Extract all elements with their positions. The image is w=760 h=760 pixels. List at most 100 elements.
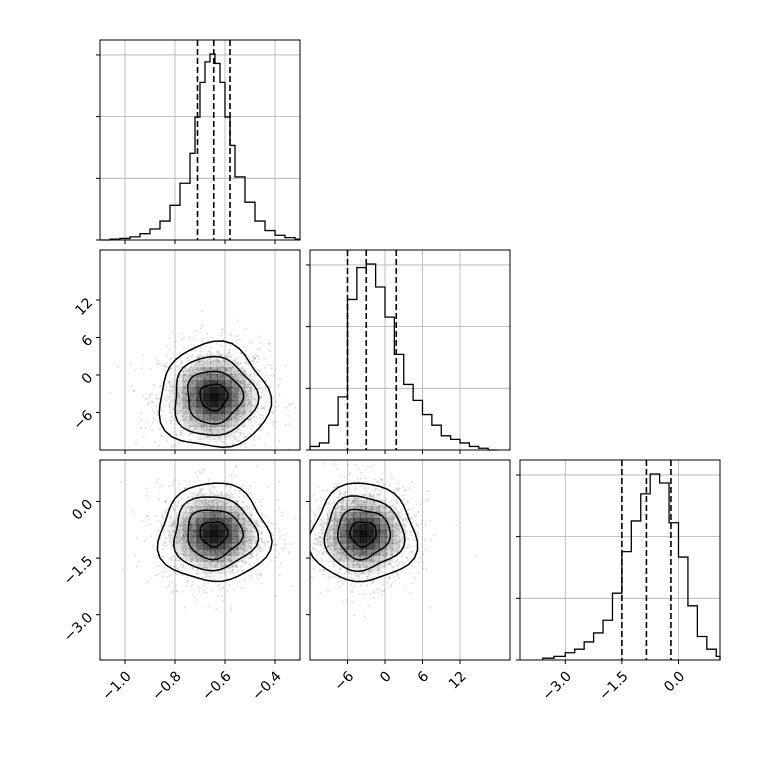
scatter-point [180,552,183,555]
scatter-point [343,515,346,518]
scatter-point [205,502,208,505]
scatter-point [236,530,239,533]
scatter-point [331,528,334,531]
scatter-point [215,375,218,378]
scatter-point [174,373,177,376]
scatter-point [243,521,246,524]
scatter-point [395,572,398,575]
scatter-point [236,546,239,549]
scatter-point [241,367,244,370]
scatter-point [410,518,413,521]
scatter-point [400,530,403,533]
scatter-point [321,526,324,529]
scatter-point [157,564,160,567]
scatter-point [227,493,230,496]
scatter-point [197,375,200,378]
scatter-point [212,561,215,564]
scatter-point [386,537,389,540]
scatter-point [406,501,409,504]
scatter-point [382,553,385,556]
scatter-point [163,541,166,544]
scatter-point [364,615,367,618]
scatter-point [332,527,335,530]
scatter-point [304,518,306,520]
scatter-point [236,408,239,411]
scatter-point [384,522,387,525]
scatter-point [245,519,248,522]
scatter-point [134,369,137,372]
scatter-point [215,342,218,345]
scatter-point [205,418,208,421]
scatter-point [185,549,188,552]
scatter-point [238,527,241,530]
scatter-point [191,354,194,357]
scatter-point [231,384,234,387]
scatter-point [230,492,233,495]
density-cell [230,393,239,401]
density-cell [203,524,211,532]
scatter-point [236,362,239,365]
scatter-point [178,540,181,543]
scatter-point [202,376,205,379]
scatter-point [243,541,246,544]
scatter-point [347,564,350,567]
scatter-point [171,416,174,419]
scatter-point [277,404,280,407]
scatter-point [194,427,197,430]
scatter-point [197,356,200,359]
scatter-point [223,413,226,416]
scatter-point [253,358,256,361]
scatter-point [237,334,240,337]
scatter-point [234,416,237,419]
scatter-point [323,546,326,549]
scatter-point [222,551,225,554]
scatter-point [227,363,230,366]
scatter-point [381,536,384,539]
scatter-point [224,563,227,566]
scatter-point [371,508,374,511]
scatter-point [214,564,217,567]
scatter-point [199,327,202,330]
scatter-point [151,401,154,404]
scatter-point [381,566,384,569]
scatter-point [208,428,211,431]
density-cell [210,524,218,532]
scatter-point [216,559,219,562]
scatter-point [204,516,207,519]
scatter-point [233,534,236,537]
scatter-point [388,575,391,578]
scatter-point [235,566,238,569]
scatter-point [220,507,223,510]
scatter-point [208,489,211,492]
scatter-point [186,558,189,561]
density-cell [196,419,204,427]
scatter-point [355,551,358,554]
scatter-point [243,436,246,439]
scatter-point [233,403,236,406]
scatter-point [206,352,209,355]
scatter-point [217,351,220,354]
scatter-point [236,549,239,552]
scatter-point [217,570,220,573]
scatter-point [234,384,237,387]
scatter-point [196,550,199,553]
scatter-point [207,570,210,573]
scatter-point [184,520,187,523]
scatter-point [194,378,197,381]
scatter-point [160,364,163,367]
scatter-point [241,487,244,490]
scatter-point [374,515,377,518]
scatter-point [363,563,366,566]
scatter-point [411,582,414,585]
density-cell [244,373,253,381]
scatter-point [191,545,194,548]
scatter-point [235,524,238,527]
density-cell [224,493,232,501]
scatter-point [164,369,167,372]
scatter-point [379,568,382,571]
scatter-point [261,563,264,566]
scatter-point [278,574,281,577]
scatter-point [199,437,202,440]
scatter-point [384,535,387,538]
scatter-point [172,529,175,532]
